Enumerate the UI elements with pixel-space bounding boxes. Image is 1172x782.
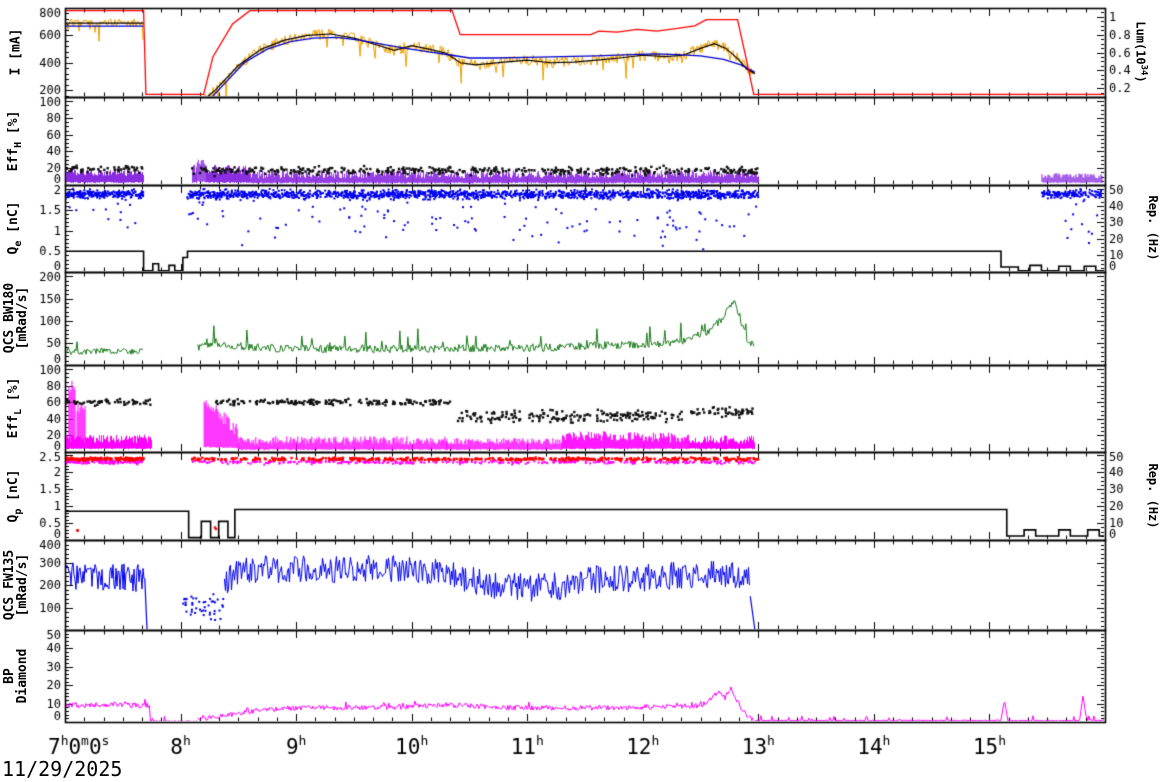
date-label: 11/29/2025 bbox=[2, 757, 123, 781]
label-line2: [mRad/s] bbox=[15, 286, 30, 350]
label-sub: p bbox=[12, 508, 24, 515]
label-unit: [nC] bbox=[6, 201, 22, 241]
label-line1: Qe [nC] bbox=[6, 201, 25, 255]
label-line2: Diamond bbox=[15, 648, 30, 704]
label-line1: I [mA] bbox=[8, 28, 24, 76]
y-axis-label-qcs-fw135: QCS FW135 [mRad/s] bbox=[2, 550, 30, 620]
label-unit: ) bbox=[1133, 75, 1148, 83]
label-unit: [%] bbox=[6, 110, 22, 142]
label-unit: [nC] bbox=[6, 469, 22, 509]
label-main: Rep. (Hz) bbox=[1146, 463, 1160, 529]
y-axis-label-qcs-bw180: QCS BW180 [mRad/s] bbox=[2, 283, 30, 353]
label-main: Q bbox=[6, 514, 22, 523]
label-sub: L bbox=[12, 408, 24, 415]
y-axis-label-eff-l: EffL [%] bbox=[6, 377, 25, 439]
label-sub: e bbox=[12, 240, 24, 247]
right-axis-label-rep-rate-e: Rep. (Hz) bbox=[1146, 195, 1160, 260]
label-unit: [%] bbox=[6, 377, 22, 409]
label-main: Rep. (Hz) bbox=[1146, 195, 1160, 261]
label-main: Eff bbox=[6, 147, 22, 172]
y-axis-label-bp-diamond: BP Diamond bbox=[2, 648, 30, 704]
label-main: Eff bbox=[6, 414, 22, 439]
label-line1: EffH [%] bbox=[6, 110, 25, 172]
label-main: I bbox=[8, 67, 24, 76]
label-line2: [mRad/s] bbox=[15, 553, 30, 617]
label-sub: H bbox=[12, 141, 24, 148]
right-axis-label-rep-rate-p: Rep. (Hz) bbox=[1146, 463, 1160, 528]
label-unit: [mA] bbox=[8, 28, 24, 68]
y-axis-label-eff-h: EffH [%] bbox=[6, 110, 25, 172]
y-axis-label-qe: Qe [nC] bbox=[6, 201, 25, 255]
y-axis-label-qp: Qp [nC] bbox=[6, 469, 25, 523]
label-main: Lum(10 bbox=[1133, 21, 1148, 65]
right-axis-label-luminosity: Lum(1034) bbox=[1134, 21, 1149, 82]
label-main: Q bbox=[6, 246, 22, 255]
label-line1: EffL [%] bbox=[6, 377, 25, 439]
label-sup: 34 bbox=[1138, 64, 1149, 76]
label-line1: Qp [nC] bbox=[6, 469, 25, 523]
y-axis-label-current: I [mA] bbox=[8, 28, 24, 76]
